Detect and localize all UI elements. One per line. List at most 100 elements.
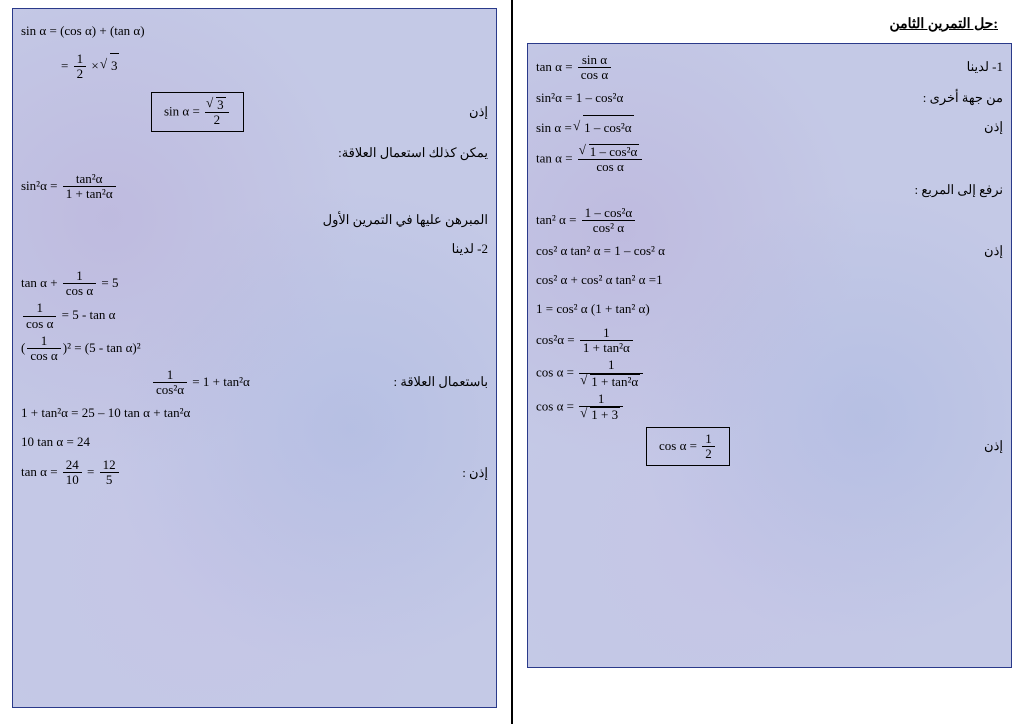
rad: 1 – cos²α	[589, 144, 640, 159]
label: يمكن كذلك استعمال العلاقة:	[326, 141, 488, 166]
eq-row: tan α = sin αcos α 1- لدينا	[536, 53, 1003, 83]
sqrt: 1 – cos²α	[581, 144, 640, 159]
sqrt: 1 + 3	[582, 407, 620, 422]
num: 1 – cos²α	[582, 206, 636, 221]
text: tan α =	[536, 59, 573, 74]
eq-row: cos²α = 11 + tan²α	[536, 326, 1003, 356]
text-row: يمكن كذلك استعمال العلاقة:	[21, 140, 488, 166]
eq-row: 10 tan α = 24	[21, 429, 488, 455]
eq-row: sin²α = 1 – cos²α من جهة أخرى :	[536, 86, 1003, 112]
num: 12	[100, 458, 119, 473]
den: cos α	[23, 317, 56, 331]
den: cos² α	[582, 221, 636, 235]
fraction: sin αcos α	[578, 53, 611, 83]
boxed-equation: sin α = 3 2	[151, 92, 244, 133]
num: tan²α	[63, 172, 116, 187]
den: 5	[100, 473, 119, 487]
right-column: حل التمرين الثامن: tan α = sin αcos α 1-…	[515, 0, 1024, 724]
equation: (1cos α)² = (5 - tan α)²	[21, 334, 141, 364]
fraction: 1 1 + 3	[579, 392, 623, 423]
fraction: tan²α1 + tan²α	[63, 172, 116, 202]
text: cos α =	[536, 398, 574, 413]
label: المبرهن عليها في التمرين الأول	[311, 208, 488, 233]
box: sin α = 3 2	[151, 92, 244, 133]
equation: cos² α + cos² α tan² α =1	[536, 268, 663, 293]
text: sin α =	[164, 103, 200, 118]
num: 24	[63, 458, 82, 473]
eq-row: cos α = 1 1 + 3	[536, 392, 1003, 423]
den: 1 + 3	[579, 407, 623, 422]
label: نرفع إلى المربع :	[903, 178, 1004, 203]
eq-row: tan α = 2410 = 125 إذن :	[21, 458, 488, 488]
text: =	[61, 58, 68, 73]
equation: tan² α = 1 – cos²αcos² α	[536, 206, 637, 236]
equation: 1cos α = 5 - tan α	[21, 301, 116, 331]
label: إذن	[972, 115, 1003, 140]
den: 1 + tan²α	[580, 341, 633, 355]
sqrt: 3	[208, 97, 226, 112]
fraction: 11 + tan²α	[580, 326, 633, 356]
equation: tan α + 1cos α = 5	[21, 269, 119, 299]
text: cos²α =	[536, 332, 575, 347]
equation: cos α = 1 1 + 3	[536, 392, 625, 423]
eq-row: cos α = 12 إذن	[536, 427, 1003, 467]
equation: cos α = 1 1 + tan²α	[536, 358, 645, 389]
num: 1	[702, 432, 715, 447]
eq-row: tan α = 1 – cos²α cos α	[536, 144, 1003, 175]
label: من جهة أخرى :	[911, 86, 1003, 111]
rad: 1 + 3	[590, 407, 620, 422]
equation: = 12 × 3	[61, 52, 119, 82]
text: cos α =	[536, 365, 574, 380]
text-row: المبرهن عليها في التمرين الأول	[21, 208, 488, 234]
text: =	[87, 464, 94, 479]
den: cos α	[63, 284, 96, 298]
rad: 1 – cos²α	[583, 115, 634, 141]
sqrt: 3	[102, 53, 120, 79]
equation: cos² α tan² α = 1 – cos² α	[536, 239, 665, 264]
text: sin α =	[536, 120, 572, 135]
text: tan α =	[536, 150, 573, 165]
fraction: 12	[74, 52, 87, 82]
rad: 3	[216, 97, 226, 112]
fraction: 1 1 + tan²α	[579, 358, 643, 389]
text: sin²α =	[21, 178, 57, 193]
label: باستعمال العلاقة :	[382, 370, 489, 395]
label: 1- لدينا	[955, 55, 1003, 80]
fraction: 1cos α	[27, 334, 60, 364]
label: إذن	[972, 239, 1003, 264]
fraction: 1 – cos²α cos α	[578, 144, 643, 175]
fraction: 2410	[63, 458, 82, 488]
eq-row: cos α = 1 1 + tan²α	[536, 358, 1003, 389]
boxed-equation: cos α = 12	[646, 427, 730, 467]
num: 1 – cos²α	[578, 144, 643, 160]
den: 1 + tan²α	[63, 187, 116, 201]
equation: sin α = (cos α) + (tan α)	[21, 19, 145, 44]
box: cos α = 12	[646, 427, 730, 467]
text: = 5	[101, 275, 118, 290]
text: = 1 + tan²α	[192, 373, 250, 388]
sqrt: 1 + tan²α	[582, 374, 640, 389]
den: 2	[74, 67, 87, 81]
text: tan α +	[21, 275, 58, 290]
eq-row: cos² α + cos² α tan² α =1	[536, 268, 1003, 294]
text: cos α =	[659, 437, 697, 452]
fraction: 1 – cos²αcos² α	[582, 206, 636, 236]
num: 1	[27, 334, 60, 349]
label: 2- لدينا	[440, 237, 488, 262]
fraction: 1cos α	[23, 301, 56, 331]
equation: 10 tan α = 24	[21, 430, 90, 455]
text: ×	[91, 58, 98, 73]
text: tan α =	[21, 464, 58, 479]
den: cos α	[578, 68, 611, 82]
label: إذن :	[450, 461, 488, 486]
den: 2	[205, 113, 229, 127]
den: 2	[702, 447, 715, 461]
text: )² = (5 - tan α)²	[63, 340, 141, 355]
fraction: 12	[702, 432, 715, 462]
fraction: 1cos α	[63, 269, 96, 299]
equation: tan α = 1 – cos²α cos α	[536, 144, 644, 175]
equation: tan α = sin αcos α	[536, 53, 613, 83]
num: 1	[579, 358, 643, 373]
eq-row: 1cos α = 5 - tan α	[21, 301, 488, 331]
text: tan² α =	[536, 212, 576, 227]
